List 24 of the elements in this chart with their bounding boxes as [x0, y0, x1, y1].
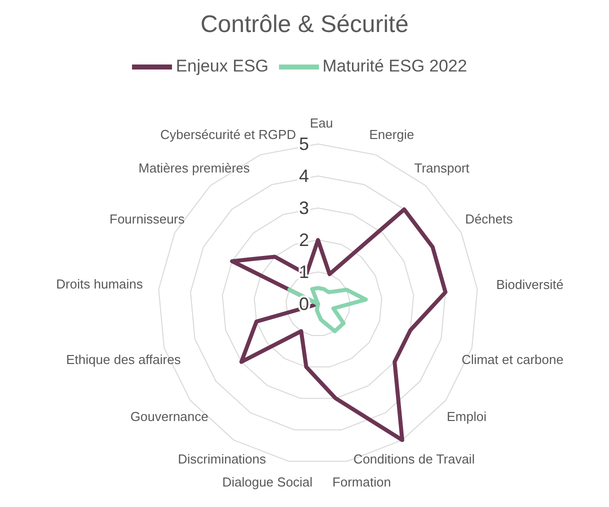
chart-title: Contrôle & Sécurité: [199, 10, 410, 40]
spoke-label: Conditions de Travail: [353, 452, 475, 467]
spoke-label: Gouvernance: [130, 408, 208, 424]
spoke-label: Formation: [332, 474, 391, 490]
spoke-label: Biodiversité: [496, 276, 564, 292]
spoke-label: Fournisseurs: [110, 211, 186, 226]
spoke-label: Matières premières: [138, 160, 250, 176]
y-tick-label: 4: [298, 166, 310, 186]
spoke-label: Emploi: [446, 408, 487, 424]
spoke-label: Ethique des affaires: [66, 352, 182, 367]
spoke-label: Transport: [414, 160, 470, 176]
spoke-label: Energie: [369, 127, 414, 142]
y-tick-label: 2: [298, 230, 310, 250]
legend-label: Maturité ESG 2022: [322, 56, 468, 76]
y-tick-label: 5: [298, 134, 310, 154]
spoke-label: Eau: [310, 116, 334, 130]
spoke-label: Cybersécurité et RGPD: [160, 127, 296, 142]
spoke-label: Climat et carbone: [462, 352, 564, 367]
legend-label: Enjeux ESG: [176, 56, 269, 76]
spoke-label: Dialogue Social: [222, 474, 313, 490]
spoke-label: Déchets: [465, 211, 514, 226]
y-tick-label: 3: [298, 198, 310, 218]
spoke-label: Droits humains: [56, 276, 144, 292]
spoke-label: Discriminations: [178, 452, 267, 467]
